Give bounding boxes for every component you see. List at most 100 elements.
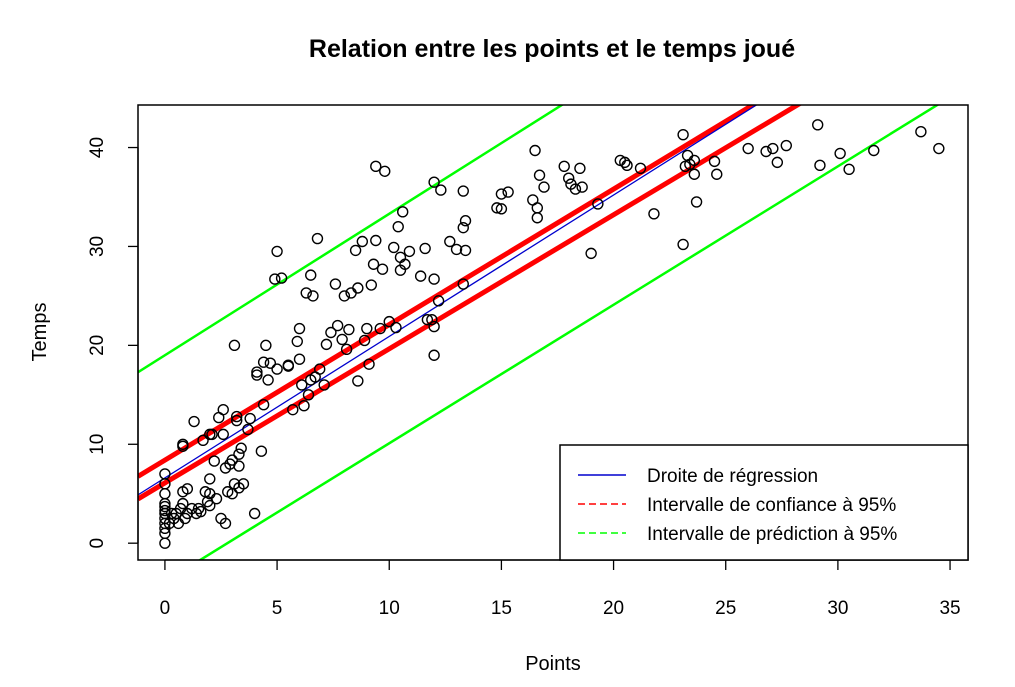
data-point	[592, 198, 604, 210]
data-point	[231, 410, 243, 423]
data-point	[708, 155, 721, 168]
y-tick-label: 20	[87, 335, 108, 356]
legend-label: Droite de régression	[647, 466, 818, 487]
data-point	[688, 154, 701, 167]
data-point	[457, 278, 469, 290]
legend-box	[559, 444, 969, 561]
data-point	[619, 156, 631, 169]
data-point	[177, 497, 189, 510]
data-point	[293, 353, 306, 365]
chart-title: Relation entre les points et le temps jo…	[309, 35, 795, 63]
data-point	[204, 499, 216, 512]
data-point	[320, 338, 333, 351]
x-axis-label: Points	[525, 653, 581, 675]
data-point	[767, 142, 779, 155]
data-point	[426, 313, 438, 326]
data-point	[257, 356, 270, 368]
data-point	[403, 245, 416, 258]
data-point	[343, 323, 355, 336]
data-point	[457, 221, 469, 234]
data-point	[331, 319, 344, 332]
data-point	[742, 142, 754, 155]
data-point	[444, 235, 456, 248]
data-point	[459, 215, 472, 227]
data-point	[428, 349, 440, 361]
x-tick-label: 15	[491, 598, 512, 619]
data-points	[159, 119, 945, 549]
data-point	[915, 126, 927, 138]
data-point	[868, 144, 880, 157]
data-point	[428, 176, 440, 188]
data-point	[370, 160, 382, 173]
data-point	[226, 454, 238, 466]
data-point	[814, 159, 826, 172]
data-point	[621, 159, 633, 172]
data-point	[399, 258, 411, 270]
data-point	[690, 196, 703, 208]
data-point	[302, 389, 315, 401]
data-point	[574, 162, 586, 175]
data-point	[235, 442, 247, 454]
data-point	[188, 415, 200, 428]
data-point	[159, 537, 171, 549]
data-point	[531, 212, 543, 224]
data-point	[271, 245, 283, 258]
x-tick-label: 30	[827, 598, 848, 619]
data-point	[677, 238, 689, 251]
data-point	[210, 492, 223, 505]
data-point	[538, 181, 550, 193]
data-point	[933, 142, 945, 155]
legend-label: Intervalle de prédiction à 95%	[647, 524, 897, 545]
prediction-upper-line	[138, 105, 565, 374]
data-point	[435, 184, 447, 196]
data-point	[529, 144, 541, 157]
y-tick-label: 30	[87, 236, 108, 257]
data-point	[352, 282, 364, 294]
data-point	[244, 412, 256, 425]
data-point	[379, 165, 391, 177]
data-point	[231, 414, 243, 427]
legend: Droite de régression Intervalle de confia…	[559, 444, 969, 561]
data-point	[298, 399, 310, 412]
data-point	[531, 202, 543, 214]
data-point	[585, 247, 597, 260]
x-tick-label: 0	[160, 598, 171, 619]
data-point	[248, 507, 261, 520]
data-point	[264, 357, 277, 369]
data-point	[358, 334, 371, 347]
data-point	[450, 243, 463, 256]
data-point	[260, 339, 272, 352]
data-point	[300, 287, 312, 299]
x-tick-label: 5	[272, 598, 283, 619]
prediction-lower-line	[197, 105, 940, 560]
data-point	[392, 220, 404, 233]
data-point	[255, 445, 268, 457]
data-point	[376, 263, 389, 275]
x-axis: 0 5 10 15 20 25 30 35	[160, 559, 961, 619]
data-point	[204, 473, 216, 485]
data-point	[242, 423, 254, 436]
data-point	[812, 119, 824, 131]
data-point	[365, 279, 377, 291]
data-point	[159, 488, 171, 500]
data-point	[159, 500, 171, 513]
data-point	[370, 234, 382, 247]
x-tick-label: 25	[715, 598, 736, 619]
data-point	[495, 203, 508, 215]
data-point	[834, 147, 846, 160]
data-point	[197, 434, 209, 447]
data-point	[363, 358, 375, 370]
data-point	[576, 181, 588, 193]
data-point	[428, 320, 440, 333]
data-point	[569, 183, 582, 195]
data-point	[305, 269, 317, 281]
data-point	[421, 313, 434, 326]
data-point	[159, 504, 171, 517]
data-point	[679, 160, 692, 173]
confidence-upper-line	[138, 105, 758, 479]
data-point	[428, 273, 440, 285]
x-tick-label: 10	[379, 598, 400, 619]
data-point	[307, 290, 319, 302]
data-point	[296, 379, 308, 391]
data-point	[383, 315, 395, 328]
